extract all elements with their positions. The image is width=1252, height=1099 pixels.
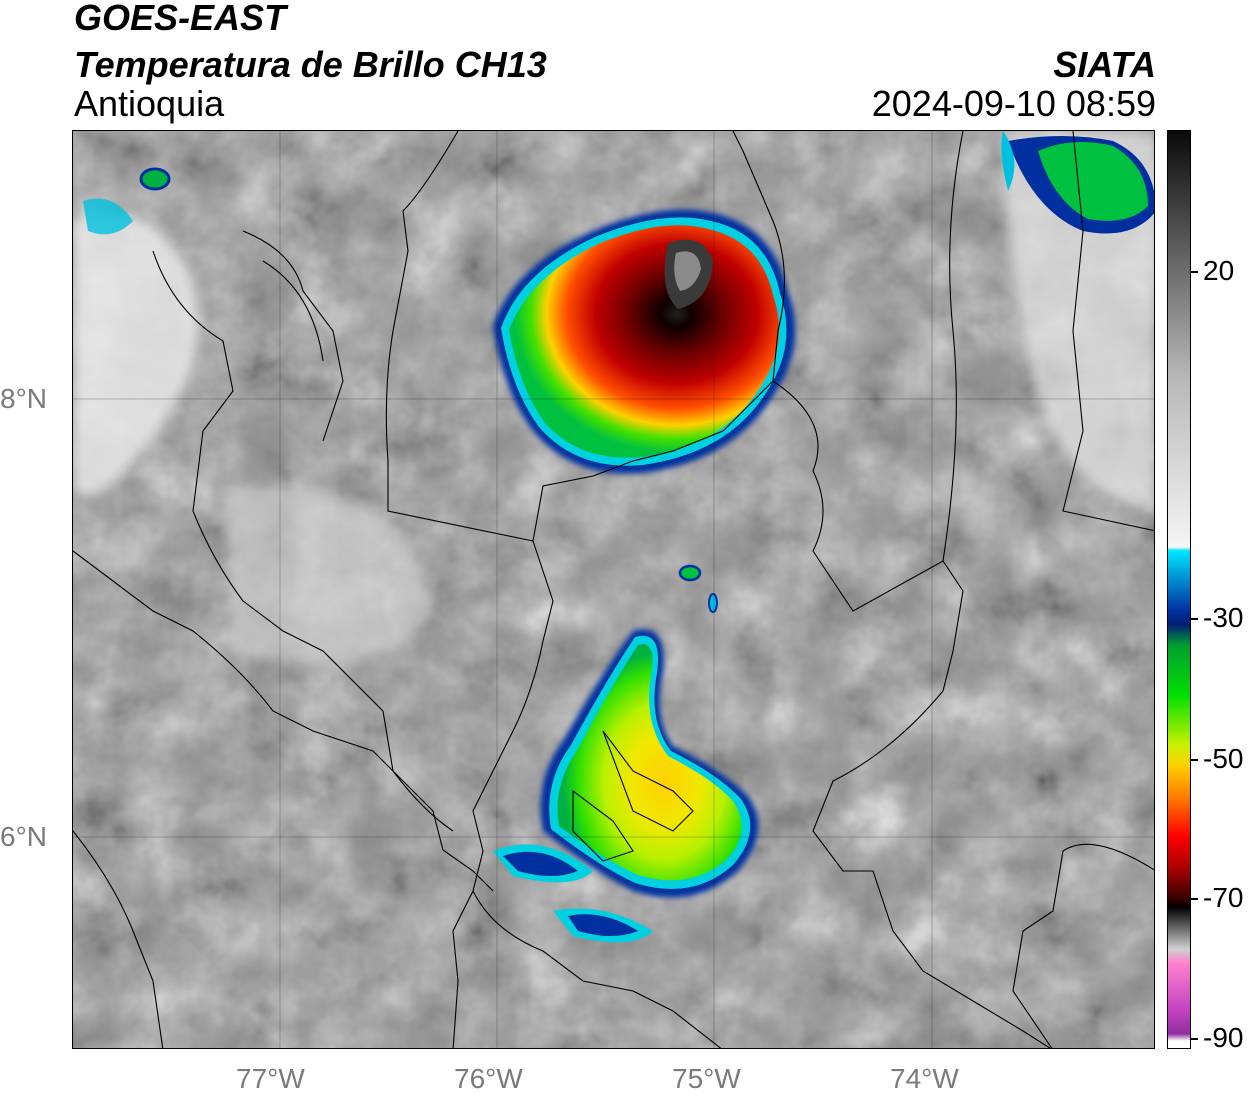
colorbar-tick bbox=[1191, 271, 1198, 273]
political-boundaries bbox=[73, 131, 1154, 1048]
map-canvas bbox=[73, 131, 1154, 1048]
cloud-mid bbox=[223, 486, 433, 665]
colorbar-tick bbox=[1191, 618, 1198, 620]
storm-south bbox=[493, 564, 759, 943]
cloud-west bbox=[73, 213, 197, 497]
lon-label-77w: 77°W bbox=[236, 1063, 305, 1094]
colorbar-tick bbox=[1191, 1038, 1198, 1040]
lat-label-8n: 8°N bbox=[0, 383, 47, 414]
lon-label-75w: 75°W bbox=[672, 1063, 741, 1094]
colorbar-label-20: 20 bbox=[1203, 255, 1235, 286]
lon-label-76w: 76°W bbox=[454, 1063, 523, 1094]
colorbar-label-minus90: -90 bbox=[1203, 1022, 1244, 1053]
organization-label: SIATA bbox=[1053, 44, 1156, 85]
colorbar-tick bbox=[1191, 759, 1198, 761]
colorbar-tick bbox=[1191, 898, 1198, 900]
colorbar-label-minus30: -30 bbox=[1203, 602, 1244, 633]
region-label: Antioquia bbox=[74, 83, 225, 124]
satellite-map[interactable] bbox=[72, 130, 1155, 1049]
satellite-title: GOES-EAST bbox=[74, 0, 287, 38]
cell-w bbox=[83, 198, 133, 235]
datetime-label: 2024-09-10 08:59 bbox=[871, 83, 1156, 124]
storm-north bbox=[493, 209, 796, 474]
temperature-colorbar bbox=[1167, 130, 1191, 1049]
product-title: Temperatura de Brillo CH13 bbox=[74, 44, 547, 85]
cell-nw bbox=[139, 167, 171, 191]
colorbar-label-minus70: -70 bbox=[1203, 882, 1244, 913]
lat-label-6n: 6°N bbox=[0, 821, 47, 852]
lon-label-74w: 74°W bbox=[890, 1063, 959, 1094]
gridlines bbox=[73, 131, 1154, 1048]
colorbar-label-minus50: -50 bbox=[1203, 743, 1244, 774]
